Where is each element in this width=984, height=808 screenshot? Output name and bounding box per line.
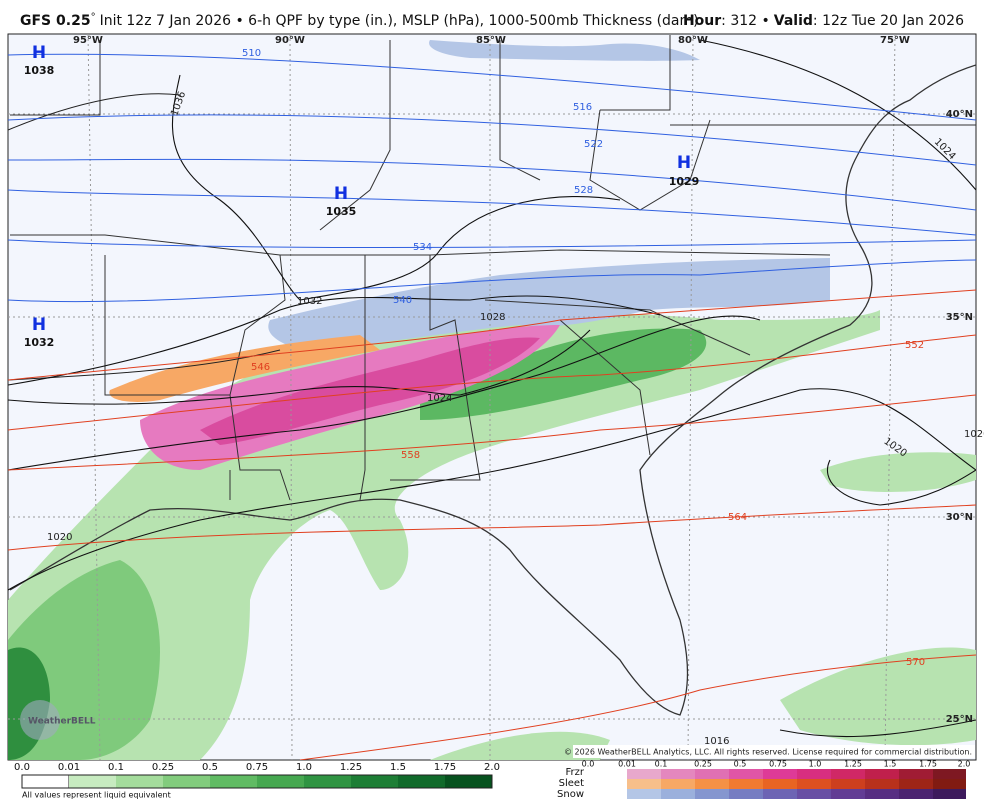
isobars xyxy=(8,39,976,738)
high-symbol: H xyxy=(32,315,46,335)
high-pressure: 1035 xyxy=(326,205,357,218)
freezing-rain-heavy xyxy=(200,337,540,445)
thickness-label: 516 xyxy=(573,102,592,113)
thickness-label: 546 xyxy=(251,362,270,373)
thickness-label: 540 xyxy=(393,295,412,306)
type-scale-label: 1.75 xyxy=(919,760,937,769)
logo: WeatherBELL xyxy=(28,717,96,727)
isobar-label: 1020 xyxy=(47,532,72,543)
degree: ° xyxy=(91,12,96,23)
isobar-label: 1016 xyxy=(704,736,729,747)
rain-colorbar xyxy=(21,774,493,789)
longitude-label: 90°W xyxy=(275,35,305,46)
hour: : 312 • xyxy=(721,13,770,29)
type-scale-label: 0.25 xyxy=(694,760,712,769)
type-label: Frzr xyxy=(566,767,585,778)
sleet xyxy=(109,335,380,402)
type-scale-label: 1.5 xyxy=(884,760,897,769)
rain-label: 0.01 xyxy=(58,762,80,773)
thickness-lines xyxy=(8,53,976,760)
type-scale-label: 0.5 xyxy=(734,760,747,769)
thickness-label: 510 xyxy=(242,48,261,59)
longitude-label: 95°W xyxy=(73,35,103,46)
graticule xyxy=(8,34,976,760)
copyright-bg xyxy=(573,745,975,758)
latitude-label: 35°N xyxy=(946,312,973,323)
type-colorbars xyxy=(627,769,966,799)
header-left: GFS 0.25° Init 12z 7 Jan 2026 • 6-h QPF b… xyxy=(20,12,699,29)
thickness-label: 570 xyxy=(906,657,925,668)
type-scale-label: 0.01 xyxy=(618,760,636,769)
thickness-label: 528 xyxy=(574,185,593,196)
rain-label: 1.25 xyxy=(340,762,362,773)
copyright: © 2026 WeatherBELL Analytics, LLC. All r… xyxy=(564,748,972,757)
rain-south xyxy=(430,731,610,760)
map-layer xyxy=(8,34,976,760)
high-symbol: H xyxy=(32,43,46,63)
type-scale-label: 1.0 xyxy=(809,760,822,769)
header-right: Hour: 312 • Valid: 12z Tue 20 Jan 2026 xyxy=(683,13,964,29)
rain-caribbean xyxy=(780,647,976,746)
snow-north xyxy=(429,40,700,61)
boundaries xyxy=(8,35,976,716)
thickness-label: 552 xyxy=(905,340,924,351)
type-label: Sleet xyxy=(559,778,584,789)
thickness-label: 534 xyxy=(413,242,432,253)
type-scale-label: 0.0 xyxy=(582,760,595,769)
description: Init 12z 7 Jan 2026 • 6-h QPF by type (i… xyxy=(100,13,699,29)
valid: : 12z Tue 20 Jan 2026 xyxy=(813,13,964,29)
longitude-label: 75°W xyxy=(880,35,910,46)
latitude-label: 30°N xyxy=(946,512,973,523)
type-scale-label: 1.25 xyxy=(844,760,862,769)
rain-label: 1.5 xyxy=(390,762,406,773)
rain-label: 0.5 xyxy=(202,762,218,773)
thickness-label: 564 xyxy=(728,512,747,523)
high-pressure: 1038 xyxy=(24,64,55,77)
logo-mark xyxy=(20,700,60,740)
rain-label: 2.0 xyxy=(484,762,500,773)
high-pressure: 1032 xyxy=(24,336,55,349)
legend-note: All values represent liquid equivalent xyxy=(22,791,171,800)
hour-label: Hour xyxy=(683,13,721,29)
rain-label: 1.75 xyxy=(434,762,456,773)
latitude-label: 25°N xyxy=(946,714,973,725)
latitude-label: 40°N xyxy=(946,109,973,120)
longitude-label: 80°W xyxy=(678,35,708,46)
isobar-label: 1028 xyxy=(480,312,505,323)
rain-label: 0.75 xyxy=(246,762,268,773)
high-pressure: 1029 xyxy=(669,175,700,188)
rain-band xyxy=(420,328,707,420)
thickness-label: 558 xyxy=(401,450,420,461)
type-scale-label: 2.0 xyxy=(958,760,971,769)
rain-label: 0.1 xyxy=(108,762,124,773)
isobar-label: 1024 xyxy=(427,393,452,404)
model: GFS 0.25 xyxy=(20,13,91,29)
isobar-label: 1032 xyxy=(297,296,322,307)
rain-ocean xyxy=(820,452,976,492)
isobar-label: 1020 xyxy=(964,429,984,440)
longitude-label: 85°W xyxy=(476,35,506,46)
type-scale-label: 0.75 xyxy=(769,760,787,769)
rain-label: 1.0 xyxy=(296,762,312,773)
type-label: Snow xyxy=(557,789,584,800)
type-scale-label: 0.1 xyxy=(655,760,668,769)
rain-label: 0.0 xyxy=(14,762,30,773)
high-symbol: H xyxy=(334,184,348,204)
rain-label: 0.25 xyxy=(152,762,174,773)
thickness-label: 522 xyxy=(584,139,603,150)
valid-label: Valid xyxy=(774,13,813,29)
high-symbol: H xyxy=(677,153,691,173)
